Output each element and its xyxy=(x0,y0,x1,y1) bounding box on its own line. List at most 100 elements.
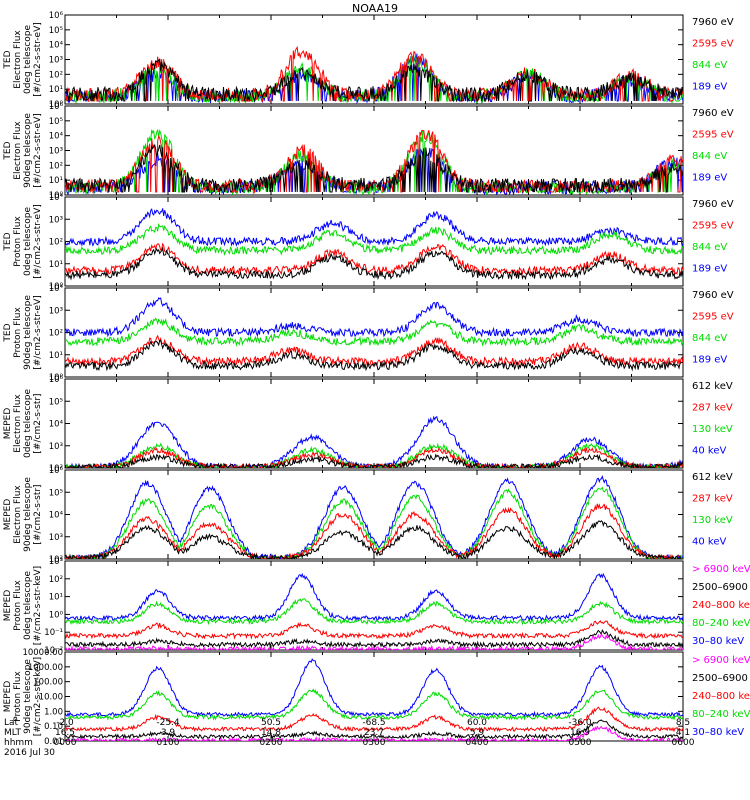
y-axis-label-line: [#/cm2-s-str] xyxy=(33,484,43,544)
y-axis-label-line: [#/cm2-s-str-keV] xyxy=(33,566,43,645)
channel-legend-label: 2500–6900 xyxy=(692,582,748,593)
channel-legend-label: 612 keV xyxy=(692,472,733,483)
y-tick-label: 10⁶ xyxy=(49,375,64,385)
y-tick-label: 10² xyxy=(49,70,63,80)
series-line xyxy=(65,504,683,559)
channel-legend-label: 7960 eV xyxy=(692,290,734,301)
panel-6: 10⁶10⁵10⁴10³10²MEPED Electron Flux 90deg t… xyxy=(3,466,733,565)
series-group xyxy=(65,574,683,650)
y-axis-label-line: TED xyxy=(3,232,13,251)
y-tick-label: 10³ xyxy=(49,56,63,66)
x-tick-label-hhmm: 0200 xyxy=(260,738,283,748)
y-axis-label-line: TED xyxy=(3,323,13,342)
channel-legend-label: 130 keV xyxy=(692,424,733,435)
x-tick-label-lat: -2.0 xyxy=(56,718,74,728)
y-axis-label-line: 0deg telescope xyxy=(23,571,33,641)
series-line xyxy=(65,208,683,245)
x-tick-label-hhmm: 0000 xyxy=(54,738,77,748)
channel-legend-label: 189 eV xyxy=(692,355,727,366)
channel-legend-label: 844 eV xyxy=(692,60,727,71)
y-axis-label-line: Proton Flux xyxy=(13,671,23,722)
x-tick-label-lat: -25.4 xyxy=(156,718,180,728)
y-tick-label: 10⁴ xyxy=(49,41,64,51)
channel-legend-label: 40 keV xyxy=(692,537,726,548)
y-tick-label: 10⁶ xyxy=(49,11,64,21)
channel-legend-label: 189 eV xyxy=(692,264,727,275)
channel-legend-label: 844 eV xyxy=(692,151,727,162)
series-group xyxy=(65,47,683,103)
y-axis-label-line: 90deg telescope xyxy=(23,295,33,370)
channel-legend-label: 40 keV xyxy=(692,446,726,457)
channel-legend-label: 844 eV xyxy=(692,333,727,344)
channel-legend-label: 80–240 keV xyxy=(692,709,750,720)
y-axis-label-line: Electron Flux xyxy=(13,485,23,544)
y-tick-label: 10³ xyxy=(49,306,63,316)
y-tick-label: 10⁴ xyxy=(49,193,64,203)
x-tick-label-lat: -36.0 xyxy=(568,718,592,728)
chart-title: NOAA19 xyxy=(352,2,398,15)
series-line xyxy=(65,455,683,468)
y-tick-label: 10³ xyxy=(49,557,63,567)
channel-legend-label: > 6900 keV xyxy=(692,655,750,666)
channel-legend-label: 130 keV xyxy=(692,515,733,526)
y-tick-label: 10⁴ xyxy=(49,132,64,142)
y-tick-label: 10² xyxy=(49,575,63,585)
x-tick-label-hhmm: 0600 xyxy=(672,738,695,748)
x-tick-label-mlt: 16.5 xyxy=(55,728,75,738)
x-row-label-hhmm: hhmm xyxy=(4,738,33,748)
y-tick-label: 10⁵ xyxy=(49,397,63,407)
series-group xyxy=(65,208,683,278)
channel-legend-label: 7960 eV xyxy=(692,108,734,119)
y-tick-label: 10¹ xyxy=(49,85,63,95)
y-tick-label: 10⁵ xyxy=(49,117,63,127)
y-tick-label: 10² xyxy=(49,329,63,339)
y-tick-label: 10¹ xyxy=(49,176,63,186)
channel-legend-label: 2595 eV xyxy=(692,130,734,141)
series-line xyxy=(65,417,683,468)
x-tick-label-hhmm: 0400 xyxy=(466,738,489,748)
y-tick-label: 10⁰ xyxy=(49,610,64,620)
y-tick-label: 10⁵ xyxy=(49,488,63,498)
channel-legend-label: 80–240 keV xyxy=(692,618,750,629)
y-tick-label: 10⁴ xyxy=(49,420,64,430)
y-tick-label: 10⁶ xyxy=(49,102,64,112)
channel-legend-label: 7960 eV xyxy=(692,17,734,28)
channel-legend-label: 2595 eV xyxy=(692,221,734,232)
channel-legend-label: 189 eV xyxy=(692,82,727,93)
y-tick-label: 10⁴ xyxy=(49,511,64,521)
y-axis-label-line: 90deg telescope xyxy=(23,477,33,552)
channel-legend-label: 287 keV xyxy=(692,403,733,414)
x-tick-label-hhmm: 0300 xyxy=(363,738,386,748)
x-row-label-lat: Lat xyxy=(4,718,19,728)
y-tick-label: 10³ xyxy=(49,533,63,543)
channel-legend-label: 30–80 keV xyxy=(692,727,744,738)
x-tick-label-lat: 60.0 xyxy=(467,718,487,728)
panel-4: 10⁴10³10²10¹10⁰TED Proton Flux 90deg teles… xyxy=(3,284,734,383)
panel-5: 10⁶ 10⁵ 10⁴ 10³ 10² MEPED Electron Flux 0deg te… xyxy=(3,375,733,474)
x-tick-label-lat: 50.5 xyxy=(261,718,281,728)
y-axis-label-line: 90deg telescope xyxy=(23,113,33,188)
y-axis-label-line: Proton Flux xyxy=(13,580,23,631)
channel-legend-label: 2595 eV xyxy=(692,39,734,50)
y-tick-label: 10² xyxy=(49,238,63,248)
series-group xyxy=(65,298,683,370)
series-line xyxy=(65,574,683,620)
panel-1: 10⁶ 10⁵ 10⁴ 10³ 10² 10¹ 10⁰ TED Electron Flux 0de… xyxy=(3,11,734,110)
y-tick-label: 10⁵ xyxy=(49,26,63,36)
channel-legend-label: 7960 eV xyxy=(692,199,734,210)
x-tick-label-lat: 8.5 xyxy=(676,718,690,728)
y-axis-label-line: 0deg telescope xyxy=(23,389,33,459)
y-tick-label: 10¹ xyxy=(49,260,63,270)
y-axis-label-line: [#/cm2-s-str-eV] xyxy=(33,295,43,370)
y-axis-label-line: TED xyxy=(3,141,13,160)
x-tick-label-mlt: 3.9 xyxy=(161,728,176,738)
y-axis-label-line: [#/cm2-s-str-keV] xyxy=(33,657,43,736)
y-axis-label-line: [#/cm2-s-str-eV] xyxy=(33,113,43,188)
y-tick-label: 10² xyxy=(49,161,63,171)
channel-legend-label: 287 keV xyxy=(692,494,733,505)
series-group xyxy=(65,130,683,195)
channel-legend-label: 189 eV xyxy=(692,173,727,184)
panel-7: 10³10²10¹10⁰10⁻¹10⁻²MEPED Proton Flux 0deg… xyxy=(3,557,750,656)
channel-legend-label: 30–80 keV xyxy=(692,636,744,647)
y-tick-label: 10⁻¹ xyxy=(44,628,63,638)
